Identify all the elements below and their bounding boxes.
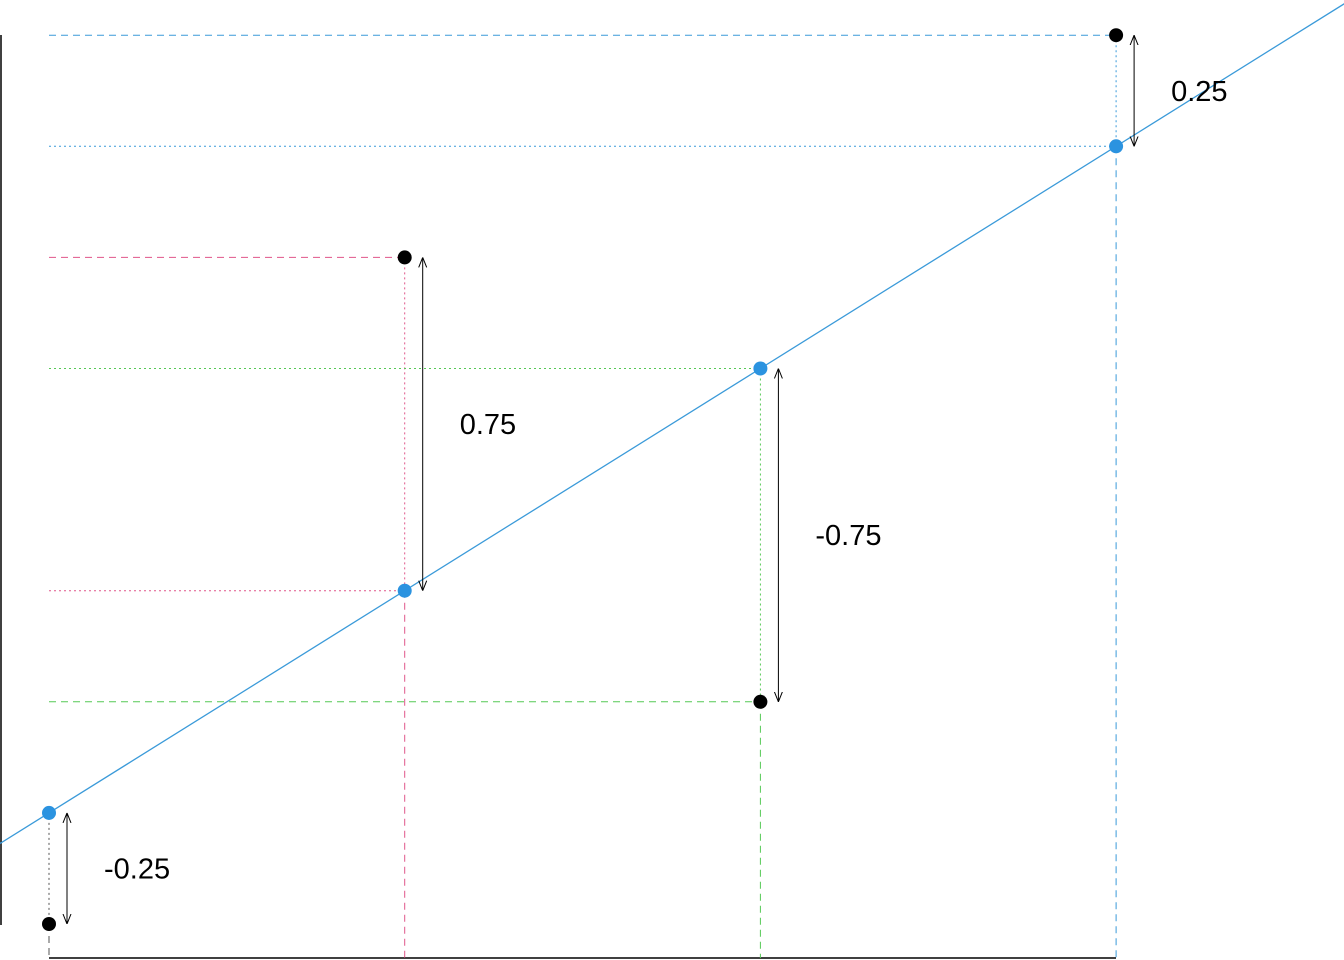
axes <box>0 35 1116 959</box>
observed-point-0 <box>42 917 56 931</box>
residual-label-1: 0.75 <box>460 409 516 441</box>
observed-point-1 <box>397 250 412 265</box>
regression-line-group <box>0 3 1344 845</box>
fitted-point-2 <box>753 361 768 376</box>
regression-line <box>0 3 1344 845</box>
guide-lines <box>48 34 1117 958</box>
residual-arrows <box>67 35 1134 924</box>
observed-point-3 <box>1109 28 1124 43</box>
fitted-point-3 <box>1109 139 1124 154</box>
residual-label-2: -0.75 <box>815 520 881 552</box>
residual-labels: -0.25 0.75 -0.75 0.25 <box>104 76 1228 886</box>
data-points <box>42 28 1124 931</box>
residual-label-0: -0.25 <box>104 853 170 885</box>
fitted-point-0 <box>42 805 56 820</box>
fitted-point-1 <box>397 583 412 598</box>
residual-label-3: 0.25 <box>1171 76 1227 108</box>
observed-point-2 <box>753 694 768 709</box>
